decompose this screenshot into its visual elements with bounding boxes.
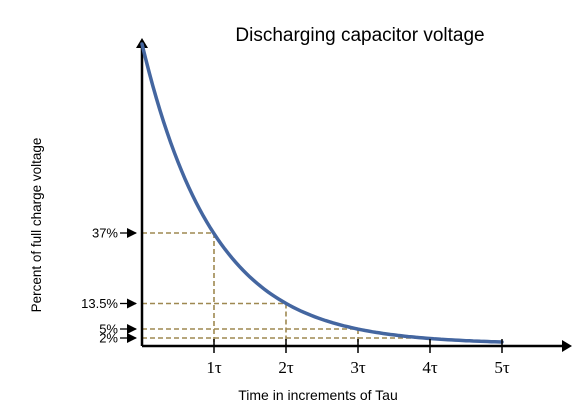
x-axis-arrow (562, 340, 572, 352)
x-tick-label: 5τ (494, 358, 510, 377)
y-axis-label: Percent of full charge voltage (29, 138, 44, 313)
x-tick-label: 2τ (278, 358, 294, 377)
x-tick-label: 3τ (350, 358, 366, 377)
x-axis-label: Time in increments of Tau (238, 387, 398, 403)
y-tick-label: 2% (99, 331, 118, 346)
x-tick-label: 1τ (206, 358, 222, 377)
reference-guides (142, 232, 431, 346)
y-ticks: 37% 13.5% 5%2% (81, 226, 137, 346)
discharge-curve (140, 42, 504, 344)
x-tick-label: 4τ (422, 358, 438, 377)
y-tick-label: 13.5% (81, 296, 118, 311)
y-tick-label: 5% (99, 322, 118, 337)
y-tick-label: 37% (92, 226, 118, 241)
x-ticks: 1τ 2τ 3τ 4τ 5τ (206, 339, 510, 377)
chart-title: Discharging capacitor voltage (235, 25, 484, 46)
